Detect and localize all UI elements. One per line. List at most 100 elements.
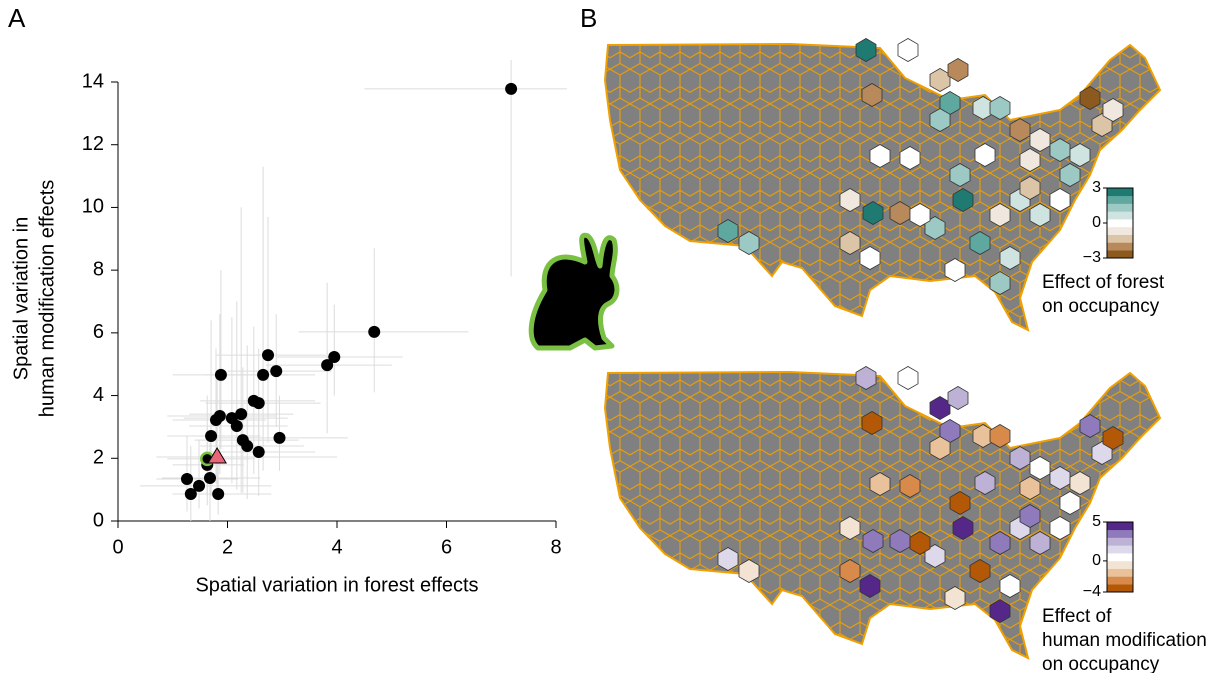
hex-cell [889, 529, 911, 553]
colorbar-swatch [1107, 195, 1133, 204]
point [505, 82, 518, 95]
hex-cell [989, 424, 1011, 448]
hex-cell [899, 146, 921, 170]
colorbar-swatch [1107, 234, 1133, 243]
hex-cell [897, 38, 919, 62]
hex-cell [862, 201, 884, 225]
rabbit-icon [528, 232, 620, 351]
hex-cell [861, 83, 883, 107]
colorbar-swatch [1107, 568, 1133, 577]
hex-cell [1009, 118, 1031, 142]
y-tick-label: 4 [93, 384, 104, 406]
hex-cell [859, 574, 881, 598]
hex-cell [1019, 176, 1041, 200]
point [230, 419, 243, 432]
colorbar-swatch [1107, 576, 1133, 585]
hex-cell [1079, 414, 1101, 438]
hex-cell [929, 108, 951, 132]
hex-cell [1069, 471, 1091, 495]
point [257, 368, 270, 381]
hex-cell [999, 246, 1021, 270]
point [368, 325, 381, 338]
hex-cell [1009, 446, 1031, 470]
hex-cell [1069, 143, 1091, 167]
hex-cell [855, 38, 877, 62]
point [205, 430, 218, 443]
colorbar-tick-label: 3 [1092, 179, 1101, 196]
hex-cell [929, 436, 951, 460]
hex-cell [1059, 163, 1081, 187]
map-legends: 3 0 −3 Effect of forest on occupancy 5 0 −4 Effe… [1042, 179, 1207, 675]
hex-cell [839, 559, 861, 583]
hex-cell [1049, 466, 1071, 490]
colorbar-swatch [1107, 219, 1133, 228]
colorbar-swatch [1107, 560, 1133, 569]
y-tick-label: 0 [93, 509, 104, 531]
colorbar-swatch [1107, 522, 1133, 531]
hex-cell [989, 599, 1011, 623]
scatter-plot: 0 2 4 6 8 0 2 4 6 8 10 12 14 Spatial variation in for… [10, 60, 567, 596]
point [235, 408, 248, 421]
x-tick-label: 8 [550, 536, 561, 558]
hex-cell [974, 471, 996, 495]
hex-cell [717, 219, 739, 243]
hex-cell [839, 188, 861, 212]
hex-cell [717, 547, 739, 571]
hex-cell [1029, 128, 1051, 152]
hex-cell [949, 163, 971, 187]
point [212, 488, 225, 501]
hex-cell [944, 258, 966, 282]
hex-cell [869, 144, 891, 168]
colorbar-swatch [1107, 203, 1133, 212]
hex-cell [1029, 203, 1051, 227]
y-tick-label: 14 [82, 70, 104, 92]
hex-cell [897, 366, 919, 390]
hex-cell [952, 188, 974, 212]
map-legend-label: human modification [1042, 630, 1207, 651]
hex-cell [839, 516, 861, 540]
colorbar-tick-label: −4 [1083, 583, 1101, 600]
map-legend-label: on occupancy [1042, 296, 1160, 317]
point [328, 351, 341, 364]
colorbar-swatch [1107, 553, 1133, 562]
hex-cell [947, 58, 969, 82]
point [184, 488, 197, 501]
point [321, 359, 334, 372]
hex-cell [952, 516, 974, 540]
map-legend-label: Effect of forest [1042, 272, 1165, 293]
hex-cell [839, 231, 861, 255]
hex-cell [738, 559, 760, 583]
colorbar-tick-label: 0 [1092, 552, 1101, 569]
hex-cell [974, 143, 996, 167]
point [203, 472, 216, 485]
hex-cell [1019, 148, 1041, 172]
hex-cell [989, 203, 1011, 227]
y-axis-label: Spatial variation in [10, 217, 32, 380]
hex-cell [1019, 476, 1041, 500]
point [252, 397, 265, 410]
point [180, 472, 193, 485]
map-legend-label: on occupancy [1042, 654, 1160, 673]
y-tick-label: 6 [93, 321, 104, 343]
point [252, 446, 265, 459]
point [207, 447, 227, 464]
hex-cell [861, 411, 883, 435]
hex-cell [1049, 138, 1071, 162]
hex-cell [1102, 98, 1124, 122]
panel-label: B [580, 3, 597, 33]
x-tick-label: 4 [331, 536, 342, 558]
hex-cell [999, 574, 1021, 598]
hex-cell [909, 531, 931, 555]
x-tick-label: 6 [441, 536, 452, 558]
colorbar-swatch [1107, 537, 1133, 546]
hex-cell [989, 271, 1011, 295]
hex-cell [862, 529, 884, 553]
y-tick-label: 10 [82, 196, 104, 218]
colorbar-swatch [1107, 211, 1133, 220]
hex-cell [969, 231, 991, 255]
y-tick-label: 8 [93, 258, 104, 280]
hex-cell [1079, 86, 1101, 110]
hex-cell [929, 68, 951, 92]
panel-label: A [8, 3, 26, 33]
